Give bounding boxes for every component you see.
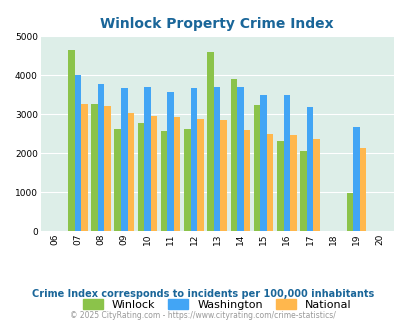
Bar — [266, 134, 273, 231]
Text: © 2025 CityRating.com - https://www.cityrating.com/crime-statistics/: © 2025 CityRating.com - https://www.city… — [70, 312, 335, 320]
Bar — [184, 129, 190, 231]
Bar — [352, 127, 359, 231]
Bar — [253, 105, 260, 231]
Bar — [277, 142, 283, 231]
Bar — [104, 106, 111, 231]
Bar — [160, 131, 167, 231]
Bar — [237, 87, 243, 231]
Bar — [121, 88, 127, 231]
Bar — [359, 148, 365, 231]
Bar — [68, 50, 75, 231]
Bar — [91, 105, 98, 231]
Bar — [144, 87, 150, 231]
Bar — [81, 105, 87, 231]
Bar — [114, 129, 121, 231]
Bar — [127, 113, 134, 231]
Bar — [150, 116, 157, 231]
Bar — [213, 87, 220, 231]
Bar — [290, 135, 296, 231]
Text: Crime Index corresponds to incidents per 100,000 inhabitants: Crime Index corresponds to incidents per… — [32, 289, 373, 299]
Bar — [243, 130, 249, 231]
Bar — [300, 151, 306, 231]
Bar — [75, 75, 81, 231]
Bar — [313, 140, 319, 231]
Bar — [230, 79, 237, 231]
Bar — [306, 107, 313, 231]
Bar — [197, 119, 203, 231]
Bar — [174, 116, 180, 231]
Bar — [167, 92, 174, 231]
Legend: Winlock, Washington, National: Winlock, Washington, National — [78, 295, 355, 314]
Bar — [220, 120, 226, 231]
Title: Winlock Property Crime Index: Winlock Property Crime Index — [100, 17, 333, 31]
Bar — [98, 84, 104, 231]
Bar — [190, 88, 197, 231]
Bar — [346, 193, 352, 231]
Bar — [260, 95, 266, 231]
Bar — [283, 95, 290, 231]
Bar — [137, 123, 144, 231]
Bar — [207, 52, 213, 231]
